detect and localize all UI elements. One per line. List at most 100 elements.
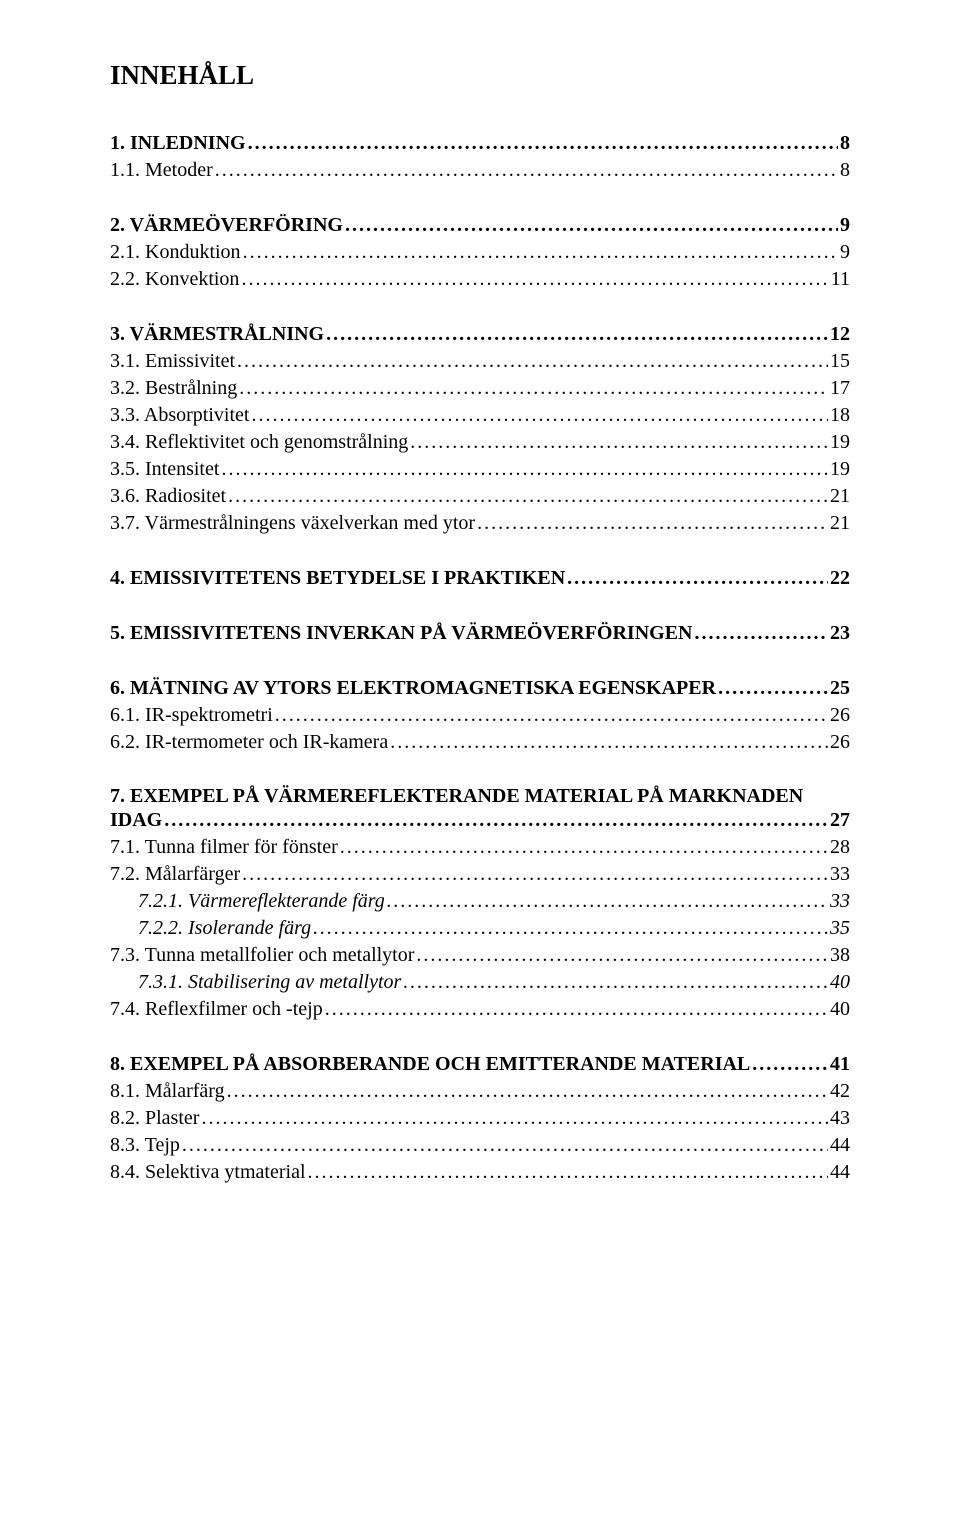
toc-leader: ........................................… bbox=[387, 889, 828, 914]
document-page: INNEHÅLL 1. INLEDNING...................… bbox=[0, 0, 960, 1535]
toc-leader: ........................................… bbox=[695, 621, 829, 646]
toc-page-number: 19 bbox=[830, 457, 850, 482]
toc-entry: 5. EMISSIVITETENS INVERKAN PÅ VÄRMEÖVERF… bbox=[110, 621, 850, 646]
toc-leader: ........................................… bbox=[201, 1106, 828, 1131]
toc-entry: 7. EXEMPEL PÅ VÄRMEREFLEKTERANDE MATERIA… bbox=[110, 785, 850, 833]
toc-leader: ........................................… bbox=[345, 213, 838, 238]
toc-leader: ........................................… bbox=[248, 131, 838, 156]
toc-label: 6.1. IR-spektrometri bbox=[110, 703, 273, 728]
toc-page-number: 25 bbox=[830, 676, 850, 701]
toc-page-number: 41 bbox=[830, 1052, 850, 1077]
toc-leader: ........................................… bbox=[242, 862, 828, 887]
toc-label: 3. VÄRMESTRÅLNING bbox=[110, 322, 324, 347]
toc-label: IDAG bbox=[110, 808, 162, 833]
toc-entry: 3.4. Reflektivitet och genomstrålning...… bbox=[110, 430, 850, 455]
toc-label: 7.1. Tunna filmer för fönster bbox=[110, 835, 338, 860]
toc-label: 8.2. Plaster bbox=[110, 1106, 199, 1131]
toc-label: 1. INLEDNING bbox=[110, 131, 246, 156]
toc-leader: ........................................… bbox=[227, 1079, 828, 1104]
toc-label: 3.3. Absorptivitet bbox=[110, 403, 249, 428]
toc-label: 8.1. Målarfärg bbox=[110, 1079, 225, 1104]
toc-entry: 3.2. Bestrålning........................… bbox=[110, 376, 850, 401]
toc-label: 6. MÄTNING AV YTORS ELEKTROMAGNETISKA EG… bbox=[110, 676, 716, 701]
toc-entry: 3. VÄRMESTRÅLNING.......................… bbox=[110, 322, 850, 347]
toc-entry: 3.3. Absorptivitet......................… bbox=[110, 403, 850, 428]
toc-leader: ........................................… bbox=[390, 730, 828, 755]
toc-leader: ........................................… bbox=[567, 566, 828, 591]
toc-label: 7.3. Tunna metallfolier och metallytor bbox=[110, 943, 414, 968]
toc-page-number: 44 bbox=[830, 1160, 850, 1185]
toc-leader: ........................................… bbox=[477, 511, 828, 536]
table-of-contents: 1. INLEDNING............................… bbox=[110, 131, 850, 1185]
toc-leader: ........................................… bbox=[326, 322, 828, 347]
toc-leader: ........................................… bbox=[221, 457, 828, 482]
toc-page-number: 44 bbox=[830, 1133, 850, 1158]
toc-entry: 7.3.1. Stabilisering av metallytor......… bbox=[110, 970, 850, 995]
toc-leader: ........................................… bbox=[251, 403, 828, 428]
toc-entry: 8.2. Plaster............................… bbox=[110, 1106, 850, 1131]
toc-entry: 7.2. Målarfärger........................… bbox=[110, 862, 850, 887]
toc-page-number: 40 bbox=[830, 997, 850, 1022]
toc-page-number: 22 bbox=[830, 566, 850, 591]
toc-leader: ........................................… bbox=[237, 349, 828, 374]
toc-page-number: 21 bbox=[830, 511, 850, 536]
toc-entry: 3.6. Radiositet.........................… bbox=[110, 484, 850, 509]
toc-leader: ........................................… bbox=[275, 703, 828, 728]
toc-label: 8.4. Selektiva ytmaterial bbox=[110, 1160, 306, 1185]
toc-entry: 2.1. Konduktion.........................… bbox=[110, 240, 850, 265]
toc-label: 2.1. Konduktion bbox=[110, 240, 241, 265]
toc-leader: ........................................… bbox=[325, 997, 828, 1022]
toc-label: 7.2. Målarfärger bbox=[110, 862, 240, 887]
toc-leader: ........................................… bbox=[228, 484, 828, 509]
toc-leader: ........................................… bbox=[410, 430, 828, 455]
toc-page-number: 40 bbox=[830, 970, 850, 995]
toc-entry: 7.1. Tunna filmer för fönster...........… bbox=[110, 835, 850, 860]
toc-entry: 8.3. Tejp...............................… bbox=[110, 1133, 850, 1158]
toc-page-number: 8 bbox=[840, 158, 850, 183]
toc-entry: 7.2.2. Isolerande färg..................… bbox=[110, 916, 850, 941]
toc-page-number: 27 bbox=[830, 808, 850, 833]
toc-leader: ........................................… bbox=[718, 676, 828, 701]
toc-entry: 6. MÄTNING AV YTORS ELEKTROMAGNETISKA EG… bbox=[110, 676, 850, 701]
toc-label: 3.2. Bestrålning bbox=[110, 376, 237, 401]
toc-page-number: 15 bbox=[830, 349, 850, 374]
toc-page-number: 19 bbox=[830, 430, 850, 455]
toc-page-number: 9 bbox=[840, 213, 850, 238]
toc-entry: 2.2. Konvektion.........................… bbox=[110, 267, 850, 292]
toc-entry: 8. EXEMPEL PÅ ABSORBERANDE OCH EMITTERAN… bbox=[110, 1052, 850, 1077]
toc-page-number: 33 bbox=[830, 889, 850, 914]
toc-page-number: 12 bbox=[830, 322, 850, 347]
toc-label: 2.2. Konvektion bbox=[110, 267, 239, 292]
toc-entry: 7.3. Tunna metallfolier och metallytor..… bbox=[110, 943, 850, 968]
toc-entry: 6.2. IR-termometer och IR-kamera........… bbox=[110, 730, 850, 755]
toc-entry: 3.1. Emissivitet........................… bbox=[110, 349, 850, 374]
toc-label: 3.6. Radiositet bbox=[110, 484, 226, 509]
toc-leader: ........................................… bbox=[215, 158, 838, 183]
toc-page-number: 38 bbox=[830, 943, 850, 968]
toc-label: 7. EXEMPEL PÅ VÄRMEREFLEKTERANDE MATERIA… bbox=[110, 785, 850, 808]
toc-entry-continuation: IDAG....................................… bbox=[110, 808, 850, 833]
toc-entry: 7.4. Reflexfilmer och -tejp.............… bbox=[110, 997, 850, 1022]
toc-label: 5. EMISSIVITETENS INVERKAN PÅ VÄRMEÖVERF… bbox=[110, 621, 693, 646]
toc-page-number: 17 bbox=[830, 376, 850, 401]
page-title: INNEHÅLL bbox=[110, 60, 850, 91]
toc-label: 3.7. Värmestrålningens växelverkan med y… bbox=[110, 511, 475, 536]
toc-page-number: 23 bbox=[830, 621, 850, 646]
toc-entry: 1.1. Metoder............................… bbox=[110, 158, 850, 183]
toc-leader: ........................................… bbox=[164, 808, 828, 833]
toc-leader: ........................................… bbox=[340, 835, 828, 860]
toc-leader: ........................................… bbox=[416, 943, 828, 968]
toc-leader: ........................................… bbox=[403, 970, 828, 995]
toc-label: 7.3.1. Stabilisering av metallytor bbox=[138, 970, 401, 995]
toc-label: 8. EXEMPEL PÅ ABSORBERANDE OCH EMITTERAN… bbox=[110, 1052, 750, 1077]
toc-label: 1.1. Metoder bbox=[110, 158, 213, 183]
toc-page-number: 18 bbox=[830, 403, 850, 428]
toc-label: 6.2. IR-termometer och IR-kamera bbox=[110, 730, 388, 755]
toc-entry: 8.1. Målarfärg..........................… bbox=[110, 1079, 850, 1104]
toc-page-number: 21 bbox=[830, 484, 850, 509]
toc-entry: 6.1. IR-spektrometri....................… bbox=[110, 703, 850, 728]
toc-label: 8.3. Tejp bbox=[110, 1133, 180, 1158]
toc-page-number: 28 bbox=[830, 835, 850, 860]
toc-label: 7.2.2. Isolerande färg bbox=[138, 916, 311, 941]
toc-entry: 3.7. Värmestrålningens växelverkan med y… bbox=[110, 511, 850, 536]
